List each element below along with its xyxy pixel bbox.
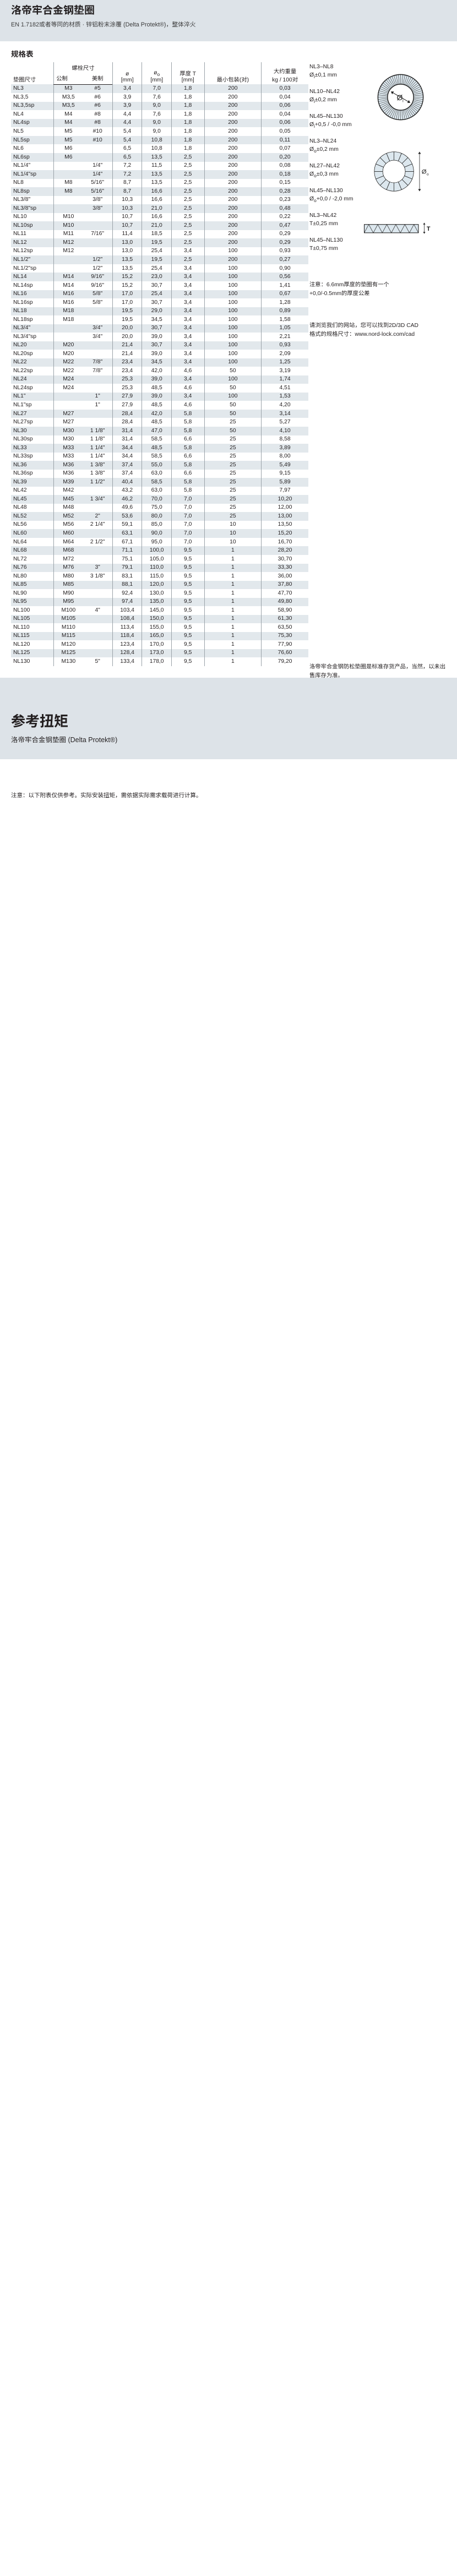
svg-text:Ø: Ø — [396, 93, 402, 102]
svg-text:T: T — [427, 226, 431, 232]
svg-text:o: o — [427, 173, 429, 177]
svg-text:i: i — [402, 99, 404, 104]
svg-text:Ø: Ø — [422, 169, 427, 176]
